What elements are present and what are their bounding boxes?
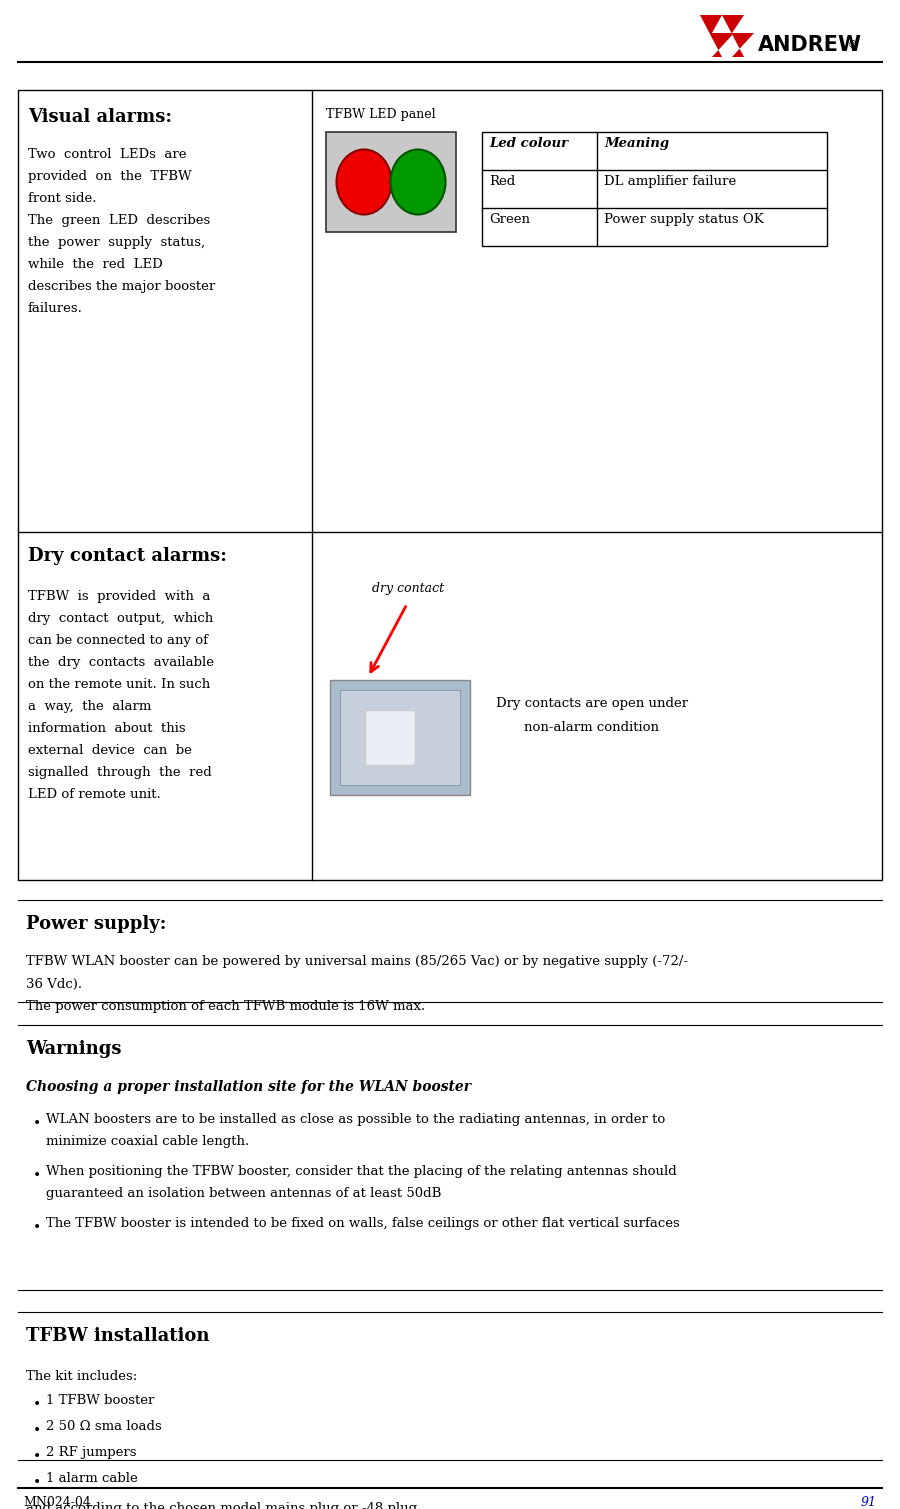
Text: Power supply:: Power supply:	[26, 914, 166, 933]
Text: The  green  LED  describes: The green LED describes	[28, 214, 211, 226]
Text: 1 TFBW booster: 1 TFBW booster	[46, 1394, 155, 1406]
Text: The power consumption of each TFWB module is 16W max.: The power consumption of each TFWB modul…	[26, 1000, 425, 1013]
Text: TFBW LED panel: TFBW LED panel	[326, 109, 436, 121]
Text: •: •	[33, 1450, 41, 1464]
Text: Two  control  LEDs  are: Two control LEDs are	[28, 148, 186, 161]
Text: Dry contact alarms:: Dry contact alarms:	[28, 546, 227, 564]
Text: •: •	[33, 1476, 41, 1489]
Text: Red: Red	[489, 175, 515, 189]
Text: guaranteed an isolation between antennas of at least 50dB: guaranteed an isolation between antennas…	[46, 1188, 441, 1200]
Text: 36 Vdc).: 36 Vdc).	[26, 978, 82, 991]
Polygon shape	[722, 15, 754, 57]
Text: front side.: front side.	[28, 192, 96, 205]
Text: the  dry  contacts  available: the dry contacts available	[28, 656, 214, 668]
Text: can be connected to any of: can be connected to any of	[28, 634, 208, 647]
Text: Choosing a proper installation site for the WLAN booster: Choosing a proper installation site for …	[26, 1080, 471, 1094]
Text: LED of remote unit.: LED of remote unit.	[28, 788, 161, 801]
Text: describes the major booster: describes the major booster	[28, 281, 215, 293]
Text: on the remote unit. In such: on the remote unit. In such	[28, 678, 211, 691]
Text: and according to the chosen model mains plug or -48 plug: and according to the chosen model mains …	[26, 1501, 417, 1509]
Text: TFBW installation: TFBW installation	[26, 1326, 210, 1345]
Text: while  the  red  LED: while the red LED	[28, 258, 163, 272]
Bar	[326, 131, 456, 232]
Text: 2 RF jumpers: 2 RF jumpers	[46, 1446, 137, 1459]
Text: Dry contacts are open under: Dry contacts are open under	[496, 697, 688, 711]
Text: non-alarm condition: non-alarm condition	[525, 721, 660, 733]
Text: Led colour: Led colour	[489, 137, 568, 149]
Text: The kit includes:: The kit includes:	[26, 1370, 137, 1384]
Text: MN024-04: MN024-04	[23, 1495, 91, 1509]
Text: •: •	[33, 1424, 41, 1438]
Text: TFBW WLAN booster can be powered by universal mains (85/265 Vac) or by negative : TFBW WLAN booster can be powered by univ…	[26, 955, 688, 967]
Text: the  power  supply  status,: the power supply status,	[28, 235, 205, 249]
Text: Green: Green	[489, 213, 530, 226]
Text: signalled  through  the  red: signalled through the red	[28, 767, 212, 779]
Text: •: •	[33, 1169, 41, 1183]
Text: dry  contact  output,  which: dry contact output, which	[28, 613, 213, 625]
Text: Visual alarms:: Visual alarms:	[28, 109, 172, 125]
Text: •: •	[33, 1397, 41, 1412]
Text: The TFBW booster is intended to be fixed on walls, false ceilings or other flat : The TFBW booster is intended to be fixed…	[46, 1216, 679, 1230]
Text: provided  on  the  TFBW: provided on the TFBW	[28, 171, 192, 183]
Text: minimize coaxial cable length.: minimize coaxial cable length.	[46, 1135, 249, 1148]
Bar	[330, 681, 470, 795]
Bar	[18, 91, 882, 880]
Text: DL amplifier failure: DL amplifier failure	[604, 175, 736, 189]
Text: •: •	[33, 1221, 41, 1234]
Text: •: •	[33, 1117, 41, 1132]
Text: dry contact: dry contact	[372, 582, 444, 595]
Text: Power supply status OK: Power supply status OK	[604, 213, 764, 226]
Text: information  about  this: information about this	[28, 721, 185, 735]
Ellipse shape	[391, 149, 446, 214]
Text: When positioning the TFBW booster, consider that the placing of the relating ant: When positioning the TFBW booster, consi…	[46, 1165, 677, 1179]
Text: ANDREW: ANDREW	[758, 35, 862, 54]
Text: failures.: failures.	[28, 302, 83, 315]
Text: 2 50 Ω sma loads: 2 50 Ω sma loads	[46, 1420, 162, 1434]
Ellipse shape	[337, 149, 392, 214]
Text: Warnings: Warnings	[26, 1040, 122, 1058]
Polygon shape	[700, 15, 734, 57]
Text: ®: ®	[848, 41, 858, 50]
Text: WLAN boosters are to be installed as close as possible to the radiating antennas: WLAN boosters are to be installed as clo…	[46, 1114, 665, 1126]
Text: a  way,  the  alarm: a way, the alarm	[28, 700, 151, 712]
Text: TFBW  is  provided  with  a: TFBW is provided with a	[28, 590, 211, 604]
Text: external  device  can  be: external device can be	[28, 744, 192, 758]
Text: 91: 91	[861, 1495, 877, 1509]
Bar	[482, 131, 827, 246]
Bar	[340, 690, 460, 785]
Text: 1 alarm cable: 1 alarm cable	[46, 1471, 138, 1485]
Text: Meaning: Meaning	[604, 137, 669, 149]
Bar	[365, 711, 415, 765]
